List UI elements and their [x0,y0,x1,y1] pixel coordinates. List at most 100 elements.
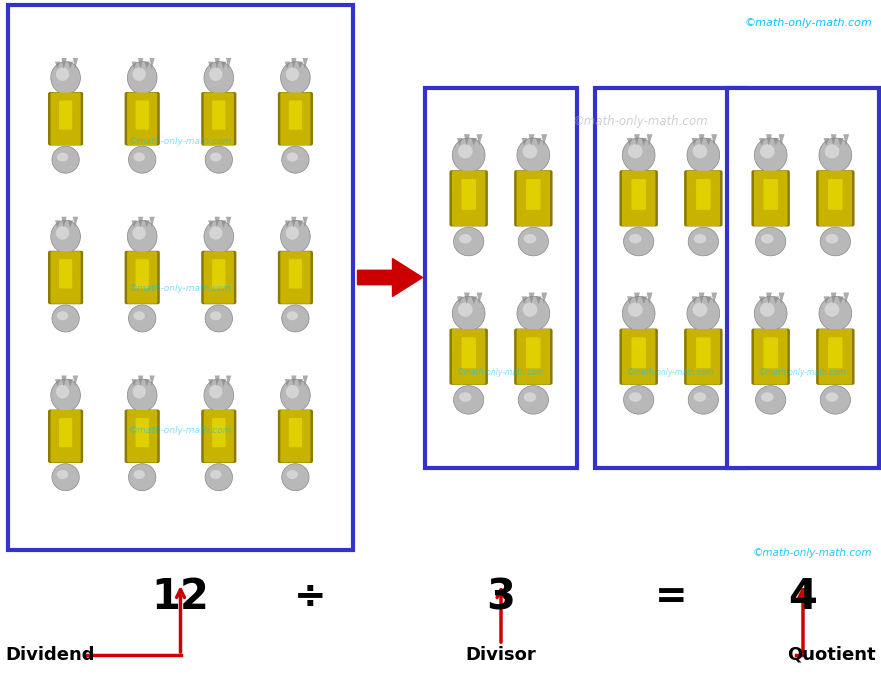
FancyBboxPatch shape [462,337,476,368]
Ellipse shape [693,234,707,244]
Polygon shape [221,62,226,69]
FancyBboxPatch shape [818,170,852,226]
Polygon shape [221,379,226,386]
Polygon shape [292,217,297,227]
FancyBboxPatch shape [622,329,655,384]
FancyBboxPatch shape [50,251,81,304]
Polygon shape [641,138,647,145]
FancyBboxPatch shape [828,337,842,368]
FancyBboxPatch shape [449,170,488,227]
Polygon shape [824,296,829,304]
Polygon shape [471,138,478,145]
Polygon shape [766,293,772,304]
FancyBboxPatch shape [59,259,72,289]
Polygon shape [627,296,633,304]
Ellipse shape [52,146,79,173]
FancyBboxPatch shape [619,329,658,385]
Polygon shape [774,296,779,304]
Ellipse shape [518,227,549,256]
FancyBboxPatch shape [818,329,852,384]
FancyBboxPatch shape [622,170,655,226]
Polygon shape [68,62,73,69]
Polygon shape [302,217,308,227]
Ellipse shape [692,303,707,317]
Ellipse shape [132,226,146,240]
Ellipse shape [129,305,156,332]
FancyBboxPatch shape [764,337,778,368]
FancyBboxPatch shape [136,100,149,130]
Ellipse shape [459,392,471,402]
Polygon shape [150,375,155,386]
Ellipse shape [820,386,850,414]
Text: ©math-only-math.com: ©math-only-math.com [744,18,872,28]
Ellipse shape [51,379,80,411]
FancyBboxPatch shape [289,418,302,447]
Polygon shape [706,296,712,304]
Text: ©math-only-math.com: ©math-only-math.com [129,426,233,435]
Ellipse shape [622,296,655,331]
Text: ©math-only-math.com: ©math-only-math.com [752,548,872,558]
Ellipse shape [760,144,774,158]
Ellipse shape [128,379,157,411]
Polygon shape [706,138,712,145]
Text: ÷: ÷ [293,578,326,616]
Text: ©math-only-math.com: ©math-only-math.com [627,368,714,377]
Bar [727,88,879,468]
FancyBboxPatch shape [685,329,722,385]
Ellipse shape [132,385,146,399]
Ellipse shape [523,392,537,402]
FancyBboxPatch shape [212,100,226,130]
FancyBboxPatch shape [280,92,310,145]
Polygon shape [759,296,765,304]
Polygon shape [529,134,535,145]
Polygon shape [692,138,698,145]
Ellipse shape [57,153,68,162]
Ellipse shape [825,234,839,244]
FancyBboxPatch shape [48,251,83,304]
Polygon shape [536,138,542,145]
FancyBboxPatch shape [828,179,842,210]
FancyArrow shape [358,259,423,297]
FancyBboxPatch shape [754,170,788,226]
Text: 12: 12 [152,576,210,618]
FancyBboxPatch shape [632,179,646,210]
Ellipse shape [133,470,144,479]
FancyBboxPatch shape [289,259,302,289]
Text: Dividend: Dividend [5,646,94,664]
Ellipse shape [454,386,484,414]
FancyBboxPatch shape [50,92,81,145]
Polygon shape [634,293,640,304]
Ellipse shape [687,296,720,331]
Ellipse shape [133,153,144,162]
Polygon shape [131,221,137,227]
Ellipse shape [52,464,79,491]
Polygon shape [73,58,78,69]
Ellipse shape [820,227,850,256]
Text: =: = [655,578,687,616]
Polygon shape [138,375,144,386]
FancyBboxPatch shape [816,329,855,385]
FancyBboxPatch shape [515,170,552,227]
Ellipse shape [128,62,157,94]
FancyBboxPatch shape [696,337,711,368]
Polygon shape [73,375,78,386]
Ellipse shape [688,386,718,414]
Ellipse shape [51,62,80,94]
FancyBboxPatch shape [685,170,722,227]
FancyBboxPatch shape [686,329,720,384]
FancyBboxPatch shape [515,329,552,385]
FancyBboxPatch shape [526,337,541,368]
Ellipse shape [454,227,484,256]
Ellipse shape [756,227,786,256]
FancyBboxPatch shape [516,329,550,384]
Ellipse shape [761,234,774,244]
Ellipse shape [129,146,156,173]
Polygon shape [285,221,290,227]
Ellipse shape [205,464,233,491]
Ellipse shape [282,146,309,173]
FancyBboxPatch shape [452,329,485,384]
Ellipse shape [452,296,485,331]
Polygon shape [477,293,483,304]
Text: 4: 4 [788,576,818,618]
Polygon shape [457,296,463,304]
